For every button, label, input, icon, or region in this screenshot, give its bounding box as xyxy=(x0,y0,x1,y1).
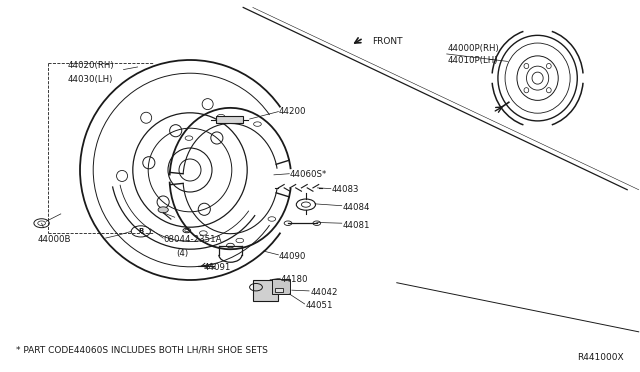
Text: 44083: 44083 xyxy=(332,185,359,194)
Bar xyxy=(216,116,243,123)
Text: 44042: 44042 xyxy=(310,288,338,296)
Text: 44180: 44180 xyxy=(280,275,308,284)
Circle shape xyxy=(158,207,168,213)
Text: 44030(LH): 44030(LH) xyxy=(67,76,113,84)
Text: 44090: 44090 xyxy=(278,252,306,261)
Bar xyxy=(253,280,278,301)
Text: R441000X: R441000X xyxy=(577,353,624,362)
Text: (4): (4) xyxy=(176,249,188,258)
Text: 44000P(RH): 44000P(RH) xyxy=(448,44,500,53)
Text: 44091: 44091 xyxy=(204,263,231,272)
Text: 44200: 44200 xyxy=(278,107,306,116)
Bar xyxy=(275,288,283,292)
Text: 44010P(LH): 44010P(LH) xyxy=(448,56,499,65)
Bar xyxy=(272,279,290,294)
Text: 08044-2351A: 08044-2351A xyxy=(163,235,221,244)
Text: 44081: 44081 xyxy=(342,221,370,230)
Text: 44084: 44084 xyxy=(342,203,370,212)
Text: * PART CODE44060S INCLUDES BOTH LH/RH SHOE SETS: * PART CODE44060S INCLUDES BOTH LH/RH SH… xyxy=(16,346,268,355)
Text: 44020(RH): 44020(RH) xyxy=(67,61,114,70)
Text: FRONT: FRONT xyxy=(372,37,403,46)
Text: 44060S*: 44060S* xyxy=(290,170,327,179)
Text: B: B xyxy=(138,228,143,234)
Text: 44000B: 44000B xyxy=(37,235,70,244)
Text: 44051: 44051 xyxy=(306,301,333,310)
